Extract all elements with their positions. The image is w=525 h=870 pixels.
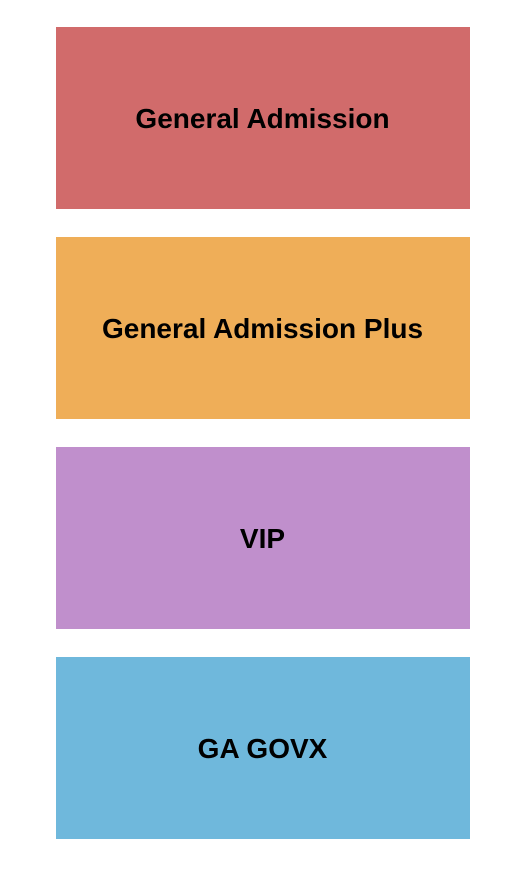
tier-vip[interactable]: VIP <box>56 447 470 629</box>
tier-ga-govx[interactable]: GA GOVX <box>56 657 470 839</box>
tier-list: General Admission General Admission Plus… <box>0 27 525 839</box>
tier-general-admission-plus[interactable]: General Admission Plus <box>56 237 470 419</box>
tier-label: General Admission <box>135 101 389 136</box>
tier-general-admission[interactable]: General Admission <box>56 27 470 209</box>
tier-label: GA GOVX <box>198 731 328 766</box>
tier-label: General Admission Plus <box>102 311 423 346</box>
tier-label: VIP <box>240 521 285 556</box>
